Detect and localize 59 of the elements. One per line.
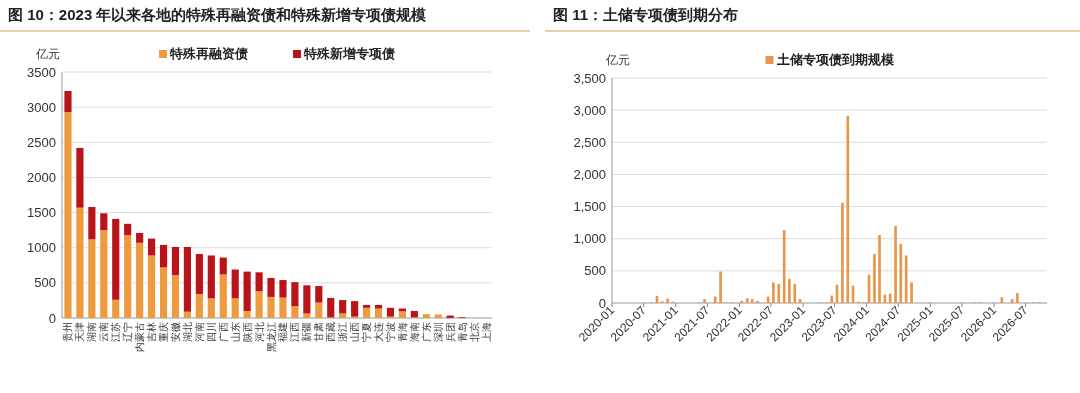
x-tick-label: 四川 — [205, 322, 217, 342]
x-tick-label: 云南 — [98, 322, 110, 342]
y-tick-label: 1500 — [27, 205, 56, 221]
y-tick-label: 3500 — [27, 64, 56, 80]
x-tick-label: 辽宁 — [122, 322, 134, 342]
y-tick-label: 1,000 — [573, 231, 606, 247]
x-tick-label: 重庆 — [158, 322, 170, 342]
y-tick-label: 3,500 — [573, 70, 606, 86]
x-tick-label: 大连 — [373, 322, 385, 342]
x-tick-label: 河南 — [193, 322, 205, 342]
x-tick-label: 黑龙江 — [265, 322, 277, 352]
y-tick-label: 2000 — [27, 169, 56, 185]
y-axis-title: 亿元 — [605, 53, 630, 67]
y-tick-label: 2,000 — [573, 166, 606, 182]
x-tick-label: 青海 — [396, 322, 408, 342]
x-tick-label: 安徽 — [169, 322, 181, 342]
x-tick-label: 湖北 — [181, 322, 193, 342]
x-tick-label: 海南 — [408, 322, 420, 342]
x-tick-label: 新疆 — [301, 322, 313, 342]
x-tick-label: 广西 — [217, 322, 229, 342]
x-tick-label: 浙江 — [337, 322, 349, 342]
x-tick-label: 北京 — [468, 322, 480, 342]
x-tick-label: 贵州 — [62, 322, 74, 342]
x-tick-label: 宁波 — [384, 322, 396, 342]
x-tick-label: 福建 — [277, 322, 289, 342]
x-tick-label: 甘肃 — [313, 322, 325, 342]
x-tick-label: 江西 — [289, 322, 301, 342]
x-tick-label: 上海 — [480, 322, 492, 342]
x-tick-label: 吉林 — [146, 322, 158, 342]
x-tick-label: 宁夏 — [361, 322, 373, 342]
x-tick-label: 兵团 — [444, 322, 456, 342]
y-tick-label: 0 — [48, 310, 56, 326]
x-tick-label: 湖南 — [86, 322, 98, 342]
x-tick-label: 天津 — [74, 322, 86, 342]
y-tick-label: 3000 — [27, 99, 56, 115]
y-tick-label: 3,000 — [573, 102, 606, 118]
x-tick-label: 河北 — [253, 322, 265, 342]
legend-label: 土储专项债到期规模 — [775, 52, 894, 67]
y-tick-label: 2500 — [27, 134, 56, 150]
x-tick-label: 内蒙古 — [134, 322, 146, 352]
y-tick-label: 500 — [34, 275, 56, 291]
x-tick-label: 陕西 — [241, 322, 253, 342]
y-tick-label: 1000 — [27, 240, 56, 256]
y-axis-title: 亿元 — [35, 47, 60, 61]
x-tick-label: 西藏 — [325, 322, 337, 342]
chart-title: 图 10：2023 年以来各地的特殊再融资债和特殊新增专项债规模 — [8, 6, 428, 23]
y-tick-label: 500 — [584, 263, 606, 279]
x-tick-label: 山东 — [229, 322, 241, 342]
x-tick-label: 深圳 — [432, 322, 444, 342]
x-tick-label: 青岛 — [456, 322, 468, 342]
legend-label: 特殊新增专项债 — [303, 46, 395, 61]
x-tick-label: 广东 — [420, 322, 432, 342]
y-tick-label: 0 — [598, 295, 606, 311]
y-tick-label: 1,500 — [573, 199, 606, 215]
y-tick-label: 2,500 — [573, 134, 606, 150]
x-tick-label: 山西 — [349, 322, 361, 342]
legend-label: 特殊再融资债 — [169, 46, 248, 61]
chart-title: 图 11：土储专项债到期分布 — [553, 6, 739, 23]
x-tick-label: 江苏 — [110, 322, 122, 342]
